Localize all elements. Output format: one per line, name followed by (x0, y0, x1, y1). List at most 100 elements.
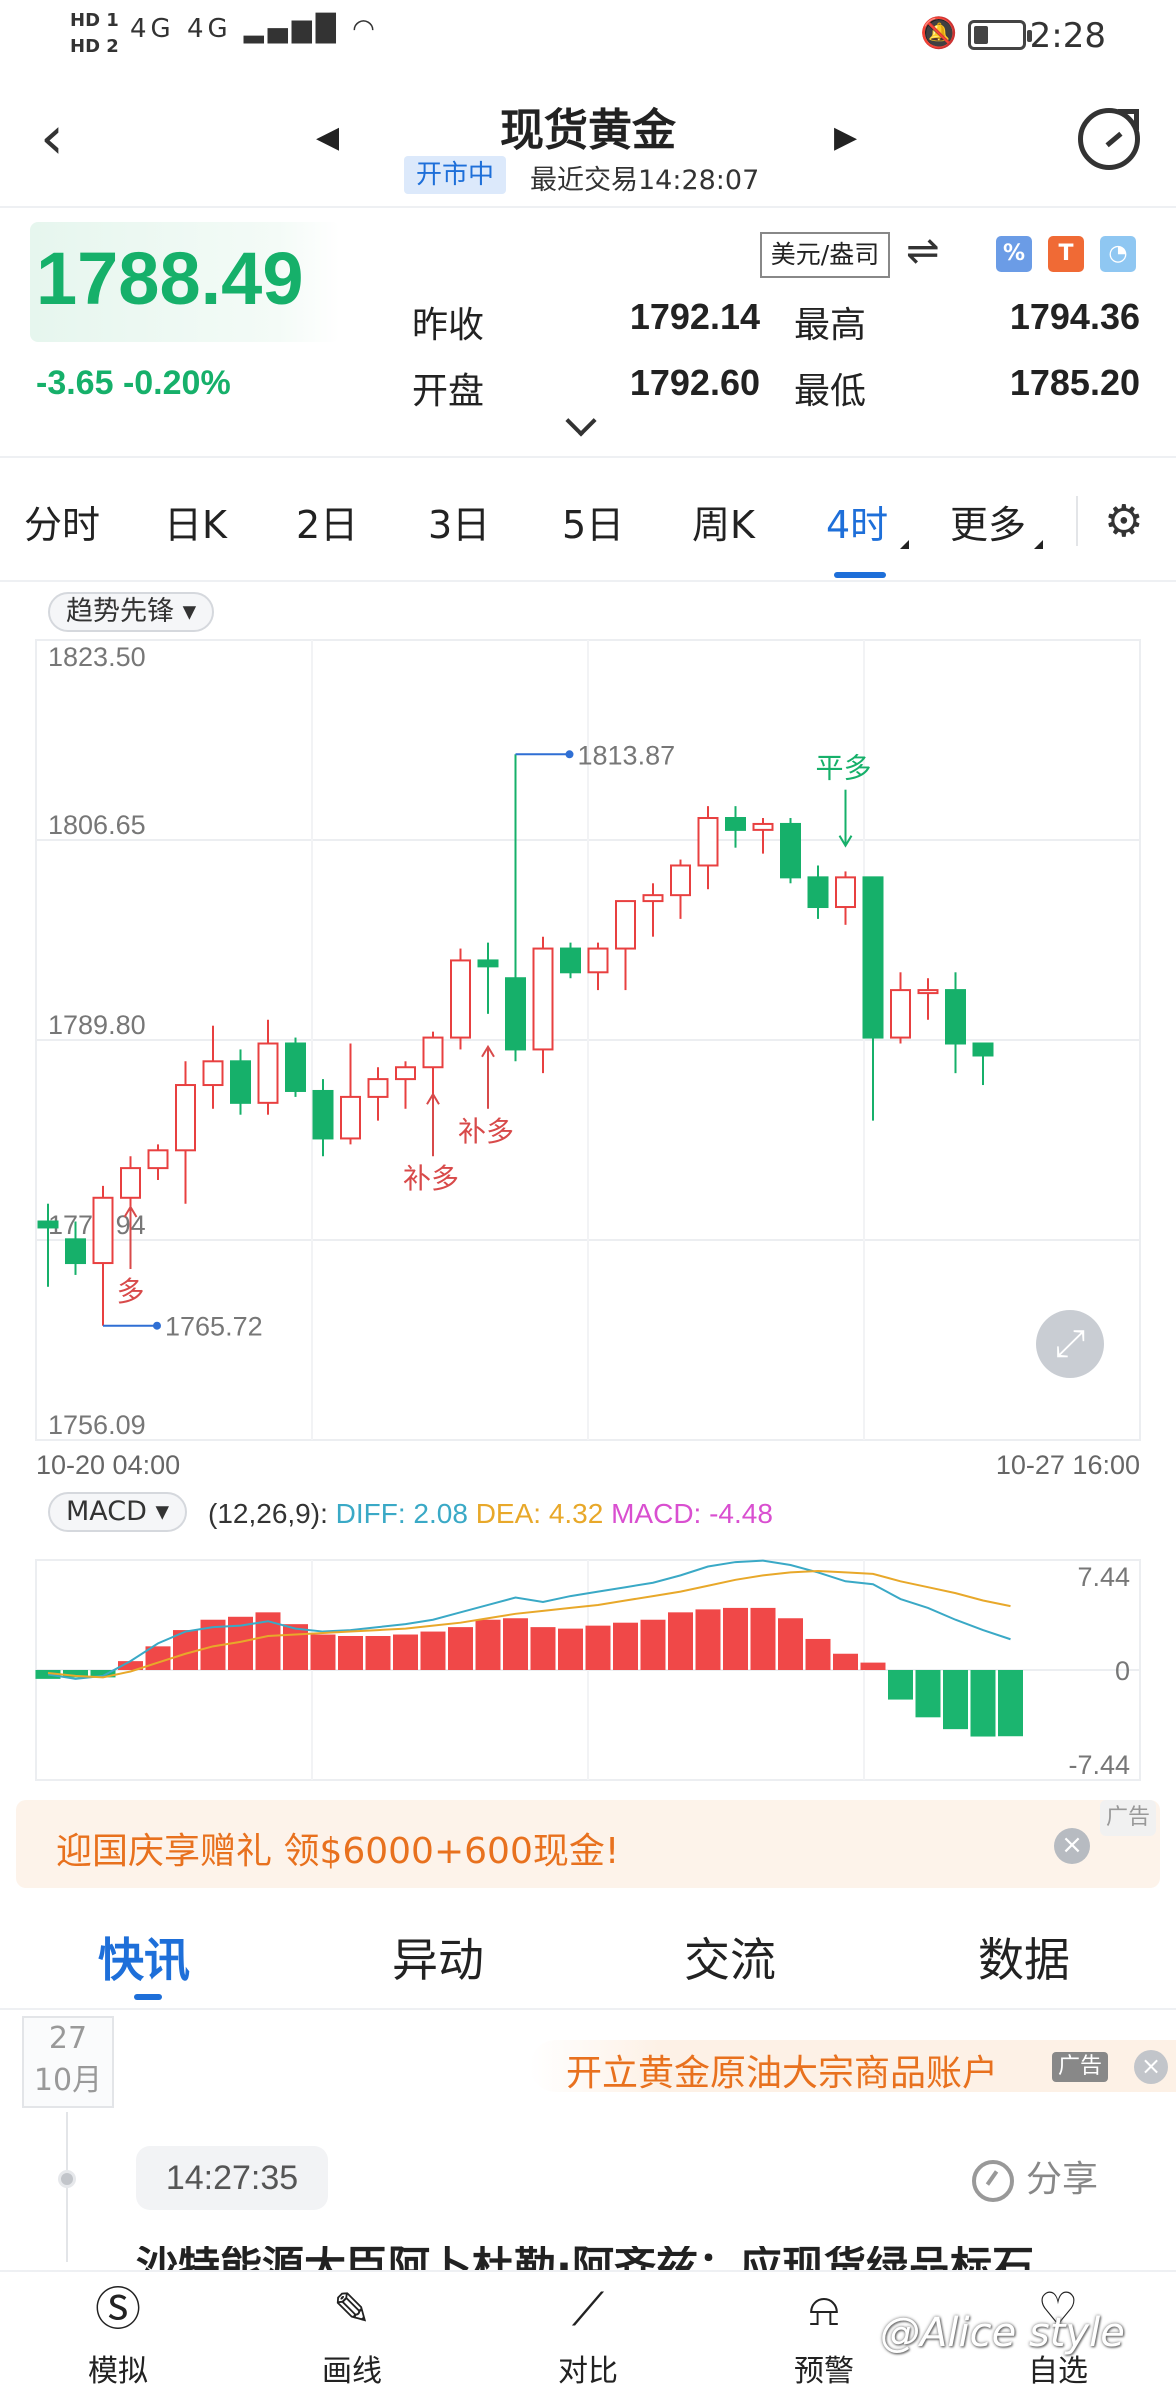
tab-more[interactable]: 更多 (950, 503, 1027, 547)
market-status-badge: 开市中 (404, 156, 507, 194)
candle-body (862, 876, 884, 1039)
chevron-down-icon[interactable] (565, 405, 597, 437)
candle-body (92, 1196, 114, 1265)
next-instrument-icon[interactable]: ▶ (834, 120, 858, 155)
stat-label: 最低 (794, 371, 867, 412)
tab-period[interactable]: 3日 (428, 503, 491, 547)
nav-draw-line[interactable]: ✎ 画线 (282, 2280, 422, 2390)
candle-body (395, 1066, 416, 1081)
timeline-dot (58, 2170, 76, 2188)
price-chart[interactable]: 1823.501806.651789.801772.941756.091813.… (0, 600, 1176, 1800)
ad-tag: 广告 (1052, 2052, 1108, 2082)
stat-value: 1785.20 (1009, 362, 1140, 403)
tab-flash-news[interactable]: 快讯 (98, 1933, 190, 1987)
swap-icon[interactable]: ⇌ (906, 228, 940, 274)
y-tick-label: 1756.09 (48, 1410, 146, 1440)
macd-bar (283, 1624, 308, 1670)
back-icon[interactable]: ‹ (40, 103, 64, 173)
tab-period-active[interactable]: 4时 (826, 503, 889, 547)
tab-period[interactable]: 2日 (296, 503, 359, 547)
dropdown-corner-icon (900, 540, 909, 549)
close-icon[interactable]: × (1134, 2050, 1168, 2084)
candle-body (945, 989, 966, 1045)
candle-body (312, 1089, 334, 1140)
candle-body (587, 947, 609, 974)
tab-period[interactable]: 周K (692, 503, 755, 547)
dropdown-corner-icon (1034, 540, 1043, 549)
signal-arrowhead (838, 835, 853, 848)
macd-bar (833, 1653, 858, 1670)
candle-body (560, 947, 581, 974)
macd-bar (915, 1670, 941, 1718)
nav-simulate[interactable]: Ⓢ 模拟 (48, 2280, 188, 2390)
macd-bar (338, 1635, 363, 1670)
price-marker-label: 1765.72 (165, 1312, 263, 1342)
nav-compare[interactable]: ⟋ 对比 (518, 2280, 658, 2390)
macd-bar (668, 1612, 693, 1670)
macd-bar (173, 1630, 198, 1670)
ad-banner[interactable] (16, 1800, 1160, 1888)
active-tab-indicator (134, 1994, 162, 2000)
nav-label: 对比 (558, 2354, 618, 2389)
fullscreen-icon[interactable]: ⤢ (1036, 1310, 1104, 1378)
page-title: 现货黄金 (500, 105, 676, 156)
current-price: 1788.49 (36, 237, 304, 320)
x-axis-start: 10-20 04:00 (36, 1450, 181, 1480)
macd-bar (778, 1618, 803, 1670)
percent-icon[interactable]: % (996, 236, 1032, 272)
tab-community[interactable]: 交流 (684, 1933, 776, 1987)
gear-icon[interactable]: ⚙ (1104, 496, 1144, 547)
price-marker-dot (153, 1321, 161, 1330)
indicator-selector[interactable]: 趋势先锋 ▾ (48, 592, 215, 632)
candle-body (697, 817, 719, 867)
macd-bar (558, 1628, 583, 1670)
divider (0, 456, 1176, 458)
close-icon[interactable]: × (1054, 1828, 1090, 1864)
macd-bar (640, 1619, 666, 1670)
news-headline[interactable]: 沙特能源大臣阿卜杜勒·阿齐兹：应现货绿品标石 (136, 2246, 1034, 2272)
macd-bar (310, 1634, 336, 1670)
nav-favorites[interactable]: ♡ 自选 (988, 2280, 1128, 2390)
date-month: 10月 (33, 2063, 103, 2098)
stat-label: 昨收 (412, 305, 485, 346)
macd-y-tick: -7.44 (1068, 1750, 1130, 1780)
candle-body (285, 1042, 306, 1092)
tab-data[interactable]: 数据 (978, 1933, 1070, 1987)
candle-body (780, 822, 801, 879)
share-button[interactable]: 分享 (972, 2150, 1098, 2202)
compare-icon: ⟋ (571, 2282, 605, 2336)
unit-selector[interactable]: 美元/盎司 (760, 232, 890, 278)
macd-bar (998, 1670, 1023, 1737)
tab-period[interactable]: 日K (164, 503, 227, 547)
nav-label: 画线 (322, 2354, 382, 2389)
candle-body (37, 1220, 59, 1229)
macd-bar (888, 1670, 913, 1700)
tab-movements[interactable]: 异动 (392, 1933, 484, 1987)
macd-bar (970, 1670, 996, 1737)
macd-values: (12,26,9): DIFF: 2.08 DEA: 4.32 MACD: -4… (208, 1498, 773, 1530)
macd-bar (63, 1670, 88, 1678)
sim-indicator: HD 1 HD 2 (70, 10, 119, 57)
macd-bar (943, 1670, 968, 1730)
candle-body (532, 947, 554, 1051)
candle-body (890, 989, 911, 1039)
candle-body (670, 864, 691, 897)
signal-arrowhead (426, 1092, 440, 1105)
tool-icon[interactable]: T (1048, 236, 1084, 272)
ad-text[interactable]: 迎国庆享赠礼 领$6000+600现金! (56, 1831, 620, 1872)
signal-arrowhead (123, 1205, 138, 1218)
signal-label: 平多 (816, 752, 872, 785)
pie-icon[interactable]: ◔ (1100, 236, 1136, 272)
macd-selector[interactable]: MACD ▾ (48, 1492, 188, 1532)
tab-period[interactable]: 5日 (562, 503, 625, 547)
nav-alert[interactable]: ⍾ 预警 (754, 2280, 894, 2390)
prev-instrument-icon[interactable]: ◀ (316, 120, 340, 155)
refresh-icon[interactable] (1078, 108, 1140, 170)
promo-text[interactable]: 开立黄金原油大宗商品账户 (566, 2053, 999, 2094)
indicator-label: 趋势先锋 (66, 596, 174, 627)
candle-body (422, 1036, 444, 1069)
battery-icon (968, 20, 1032, 50)
y-tick-label: 1806.65 (48, 810, 146, 840)
tab-period[interactable]: 分时 (24, 503, 101, 547)
stat-value: 1792.60 (629, 362, 760, 403)
